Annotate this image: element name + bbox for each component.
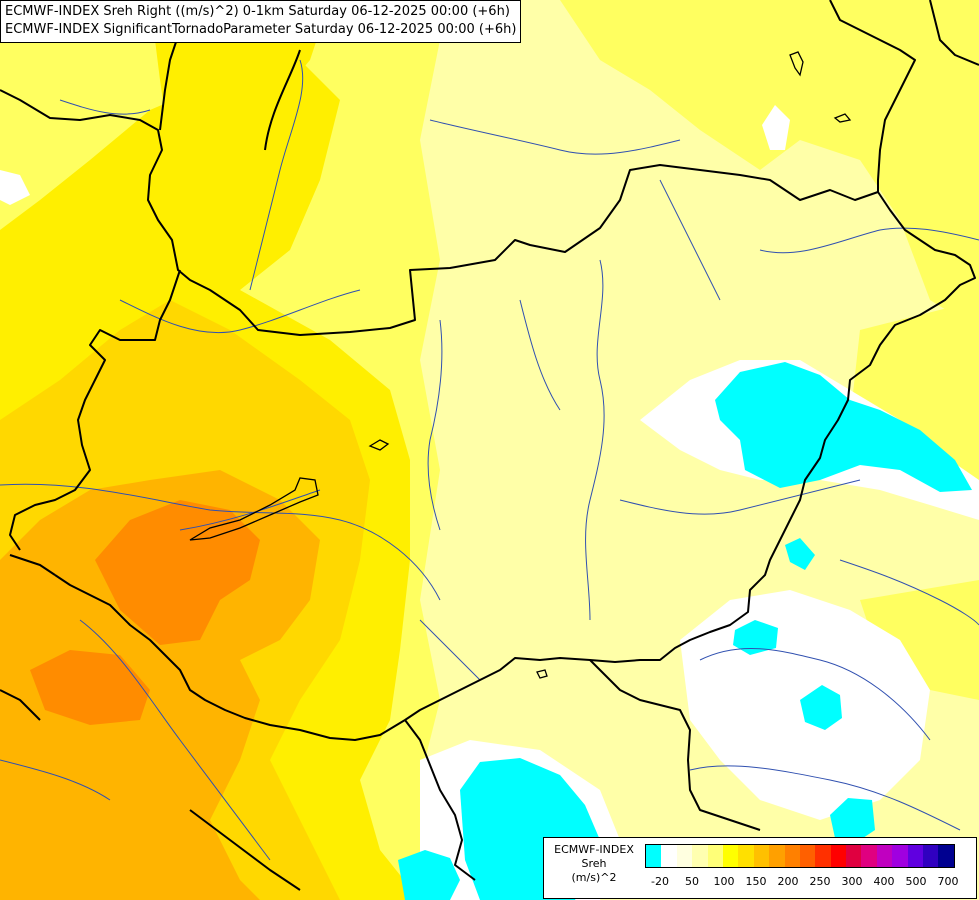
legend-tick-label: 250 [809, 875, 831, 888]
legend-title-line-1: ECMWF-INDEX [554, 843, 634, 856]
title-line-2: ECMWF-INDEX SignificantTornadoParameter … [5, 22, 517, 37]
field-cyan-east [715, 362, 972, 492]
legend-swatch [876, 845, 893, 867]
legend-swatch [707, 845, 723, 867]
legend-swatch [815, 845, 831, 867]
legend-swatch [646, 845, 662, 867]
legend-swatch [923, 845, 939, 867]
legend-swatch [676, 845, 693, 867]
legend-tick-label: 500 [905, 875, 927, 888]
legend-tick-label: 400 [873, 875, 895, 888]
field-yellow-ne [560, 0, 979, 330]
legend-tick-label: 150 [745, 875, 767, 888]
field-cyan-small-3 [800, 685, 842, 730]
legend-swatch [861, 845, 877, 867]
legend-swatches [645, 844, 955, 868]
legend-tick-label: 100 [713, 875, 735, 888]
field-cyan-small-1 [785, 538, 815, 570]
legend-swatch [738, 845, 754, 867]
legend-tick-label: 200 [777, 875, 799, 888]
lakes [189, 51, 852, 679]
field-white-ne [762, 105, 790, 150]
legend-swatch [907, 845, 924, 867]
legend-swatch [784, 845, 800, 867]
field-cyan-small-4 [830, 798, 875, 840]
field-orange-core-2 [30, 650, 150, 725]
legend-tick-label: -20 [651, 875, 669, 888]
title-line-1: ECMWF-INDEX Sreh Right ((m/s)^2) 0-1km S… [5, 4, 510, 19]
title-box: ECMWF-INDEX Sreh Right ((m/s)^2) 0-1km S… [0, 0, 522, 43]
colorbar-legend: ECMWF-INDEX Sreh (m/s)^2 -20 50 100 150 200 2… [543, 837, 977, 899]
field-cyan-sw [398, 850, 460, 900]
legend-tick-label: 300 [841, 875, 863, 888]
legend-swatch [846, 845, 862, 867]
legend-swatch [769, 845, 785, 867]
legend-swatch [938, 845, 954, 867]
legend-swatch [722, 845, 739, 867]
field-yellow-se [860, 580, 979, 700]
legend-swatch [753, 845, 770, 867]
field-cyan-small-2 [733, 620, 778, 655]
legend-swatch [799, 845, 816, 867]
rivers [0, 59, 979, 861]
legend-title-line-2: Sreh [581, 857, 607, 870]
legend-swatch [892, 845, 908, 867]
field-orange-core-1 [95, 500, 260, 645]
legend-title: ECMWF-INDEX Sreh (m/s)^2 [544, 843, 644, 885]
field-white-west [0, 170, 30, 205]
legend-tick-label: 50 [685, 875, 699, 888]
legend-swatch [692, 845, 708, 867]
legend-swatch [830, 845, 847, 867]
legend-swatch [661, 845, 677, 867]
legend-title-line-3: (m/s)^2 [571, 871, 617, 884]
legend-tick-label: 700 [937, 875, 959, 888]
